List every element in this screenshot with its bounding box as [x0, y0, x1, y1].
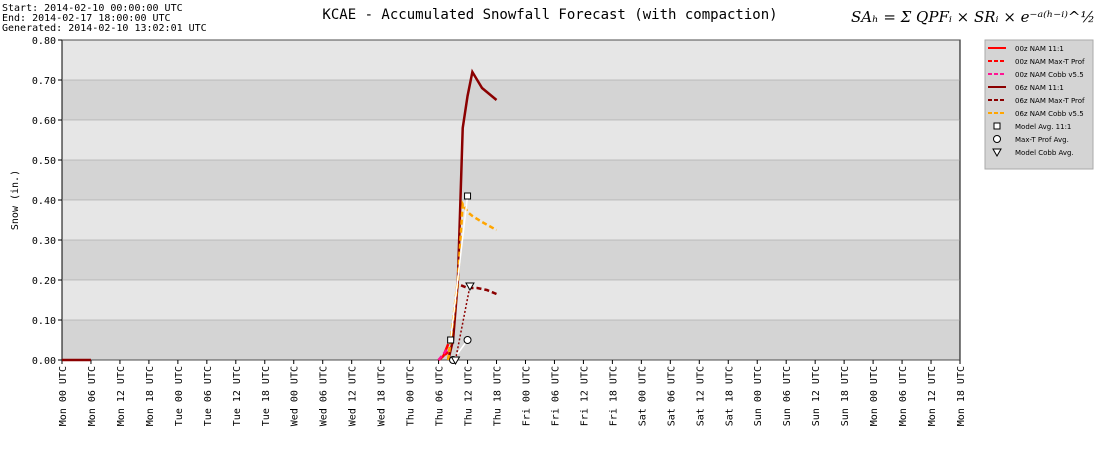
- plot-band: [62, 120, 960, 160]
- data-point: [464, 192, 472, 200]
- x-tick-label: Mon 18 UTC: [145, 366, 156, 426]
- series-line: [454, 285, 471, 361]
- data-point: [450, 356, 461, 366]
- series-line: [437, 347, 450, 361]
- data-point: [463, 336, 472, 344]
- x-tick-label: Sun 06 UTC: [782, 366, 793, 426]
- x-tick-label: Thu 18 UTC: [493, 366, 504, 426]
- y-tick-label: 0.50: [32, 156, 56, 167]
- legend-label: Max-T Prof Avg.: [1015, 136, 1069, 144]
- x-tick-label: Wed 06 UTC: [319, 366, 330, 426]
- legend-label: 00z NAM Cobb v5.5: [1015, 71, 1084, 79]
- y-tick-label: 0.00: [32, 356, 56, 367]
- legend-label: 06z NAM Cobb v5.5: [1015, 110, 1084, 118]
- x-tick-label: Mon 06 UTC: [898, 366, 909, 426]
- x-tick-label: Sun 00 UTC: [753, 366, 764, 426]
- x-tick-label: Sat 00 UTC: [637, 366, 648, 426]
- plot-band: [62, 80, 960, 120]
- x-tick-label: Sun 18 UTC: [840, 366, 851, 426]
- x-tick-label: Fri 06 UTC: [550, 366, 561, 426]
- legend-marker: [993, 122, 1001, 130]
- formula: SAₕ = Σ QPFᵢ × SRᵢ × e⁻ᵃ⁽ʰ⁻ⁱ⁾^½: [851, 8, 1095, 26]
- y-tick-label: 0.70: [32, 76, 56, 87]
- x-tick-label: Tue 18 UTC: [261, 366, 272, 426]
- legend-marker: [993, 135, 1001, 143]
- y-tick-label: 0.30: [32, 236, 56, 247]
- legend-label: 06z NAM Max-T Prof: [1015, 97, 1085, 105]
- y-tick-label: 0.80: [32, 36, 56, 47]
- x-tick-label: Sun 12 UTC: [811, 366, 822, 426]
- plot-band: [62, 200, 960, 240]
- y-axis-label: Snow (in.): [10, 170, 21, 230]
- x-tick-label: Thu 12 UTC: [464, 366, 475, 426]
- x-tick-label: Wed 12 UTC: [348, 366, 359, 426]
- legend-label: Model Cobb Avg.: [1015, 149, 1074, 157]
- x-tick-label: Thu 06 UTC: [435, 366, 446, 426]
- x-tick-label: Mon 18 UTC: [956, 366, 967, 426]
- x-tick-label: Mon 06 UTC: [87, 366, 98, 426]
- legend-label: 00z NAM 11:1: [1015, 45, 1064, 53]
- legend-label: Model Avg. 11:1: [1015, 123, 1071, 131]
- x-tick-label: Tue 00 UTC: [174, 366, 185, 426]
- x-tick-label: Wed 18 UTC: [377, 366, 388, 426]
- x-tick-label: Fri 12 UTC: [579, 366, 590, 426]
- x-tick-label: Sat 06 UTC: [666, 366, 677, 426]
- legend-marker: [992, 148, 1002, 158]
- plot-band: [62, 320, 960, 360]
- plot-band: [62, 40, 960, 80]
- y-tick-label: 0.60: [32, 116, 56, 127]
- legend-label: 00z NAM Max-T Prof: [1015, 58, 1085, 66]
- plot-band: [62, 160, 960, 200]
- y-tick-label: 0.10: [32, 316, 56, 327]
- plot-band: [62, 240, 960, 280]
- y-tick-label: 0.40: [32, 196, 56, 207]
- header-line: Generated: 2014-02-10 13:02:01 UTC: [2, 23, 207, 34]
- x-tick-label: Fri 18 UTC: [608, 366, 619, 426]
- x-tick-label: Tue 12 UTC: [232, 366, 243, 426]
- x-tick-label: Wed 00 UTC: [290, 366, 301, 426]
- x-tick-label: Thu 00 UTC: [406, 366, 417, 426]
- plot-band: [62, 280, 960, 320]
- header-line: End: 2014-02-17 18:00:00 UTC: [2, 13, 171, 24]
- x-tick-label: Mon 12 UTC: [116, 366, 127, 426]
- x-tick-label: Sat 12 UTC: [695, 366, 706, 426]
- legend-label: 06z NAM 11:1: [1015, 84, 1064, 92]
- y-tick-label: 0.20: [32, 276, 56, 287]
- header-line: Start: 2014-02-10 00:00:00 UTC: [2, 3, 183, 14]
- x-tick-label: Mon 00 UTC: [58, 366, 69, 426]
- chart-title: KCAE - Accumulated Snowfall Forecast (wi…: [322, 7, 777, 23]
- data-point: [447, 336, 455, 344]
- x-tick-label: Mon 00 UTC: [869, 366, 880, 426]
- x-tick-label: Mon 12 UTC: [927, 366, 938, 426]
- x-tick-label: Fri 00 UTC: [521, 366, 532, 426]
- series-line: [446, 282, 497, 361]
- data-point: [465, 282, 475, 292]
- series-line: [449, 195, 469, 341]
- x-tick-label: Tue 06 UTC: [203, 366, 214, 426]
- x-tick-label: Sat 18 UTC: [724, 366, 735, 426]
